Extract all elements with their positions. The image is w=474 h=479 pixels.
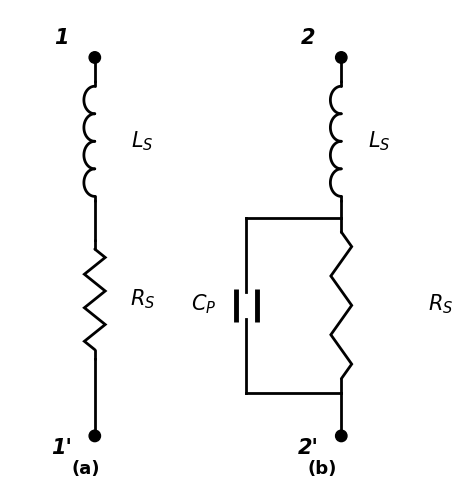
- Text: $R_S$: $R_S$: [129, 287, 155, 311]
- Text: (a): (a): [71, 460, 100, 479]
- Text: $L_S$: $L_S$: [368, 129, 391, 153]
- Text: 2': 2': [298, 438, 319, 458]
- Circle shape: [89, 430, 100, 442]
- Text: $C_P$: $C_P$: [191, 292, 217, 316]
- Text: $L_S$: $L_S$: [131, 129, 154, 153]
- Circle shape: [336, 430, 347, 442]
- Text: (b): (b): [308, 460, 337, 479]
- Text: $R_S$: $R_S$: [428, 292, 454, 316]
- Text: 1': 1': [51, 438, 72, 458]
- Circle shape: [336, 52, 347, 63]
- Text: 2: 2: [301, 28, 315, 48]
- Circle shape: [89, 52, 100, 63]
- Text: 1: 1: [55, 28, 69, 48]
